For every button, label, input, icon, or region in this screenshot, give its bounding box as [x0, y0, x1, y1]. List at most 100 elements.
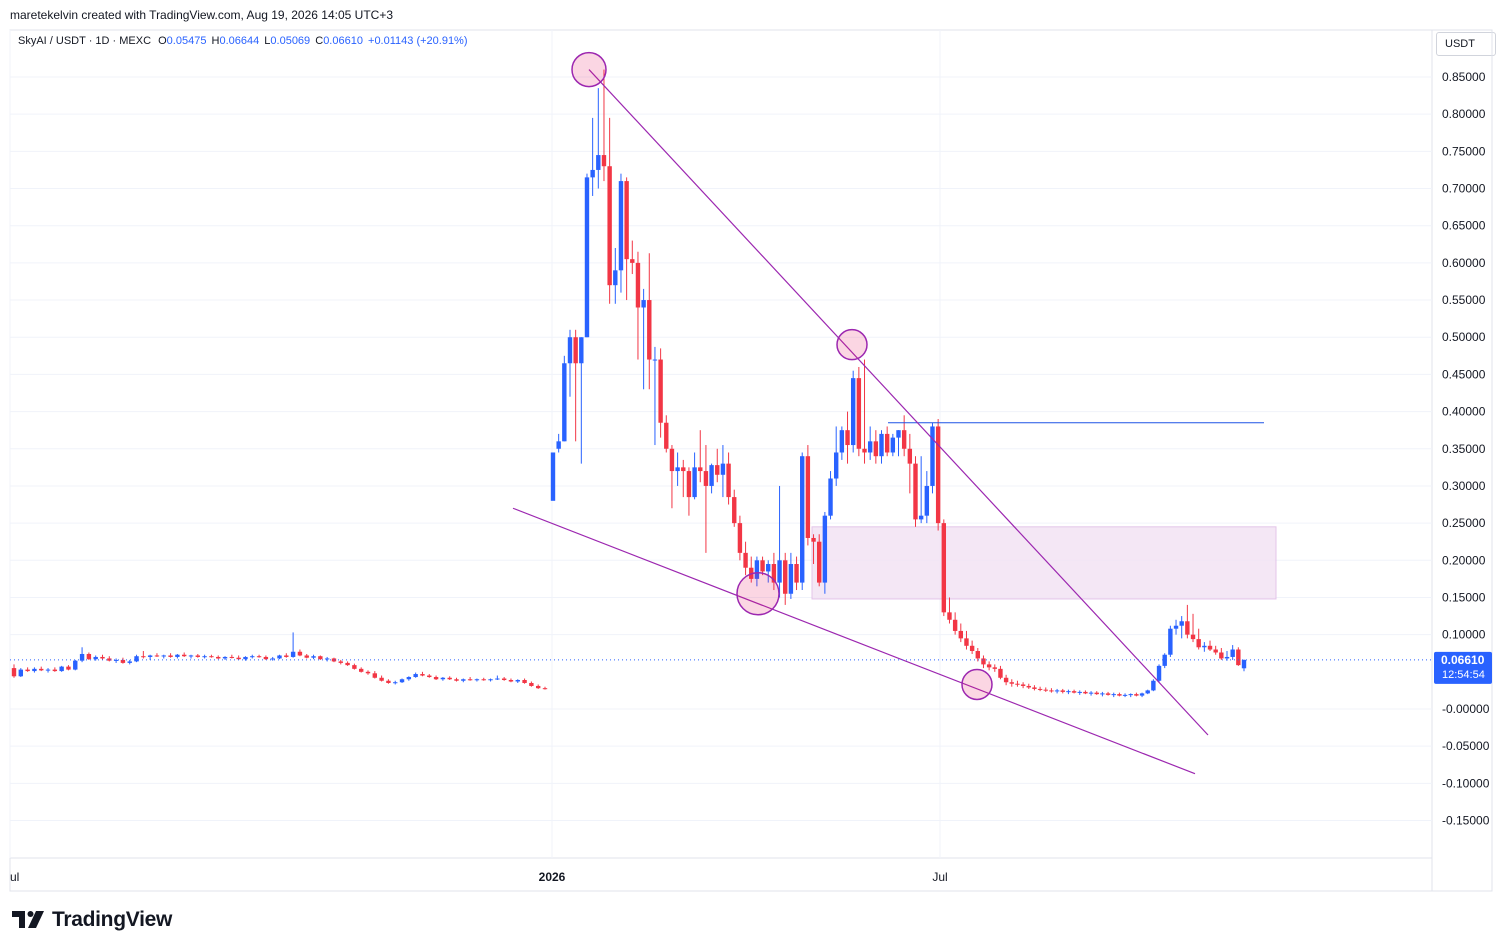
- candle-body: [1066, 691, 1071, 693]
- candle-body: [1173, 625, 1179, 629]
- candle: [1015, 680, 1020, 687]
- candle: [1134, 692, 1139, 697]
- candle-body: [964, 638, 969, 646]
- candle-body: [188, 655, 194, 657]
- candle: [147, 654, 153, 660]
- candle-body: [1162, 654, 1167, 666]
- candle: [25, 667, 30, 672]
- price-axis: 0.85000 0.80000 0.75000 0.70000 0.65000 0.600…: [1434, 70, 1492, 828]
- candle-body: [930, 426, 935, 486]
- brand-footer[interactable]: TradingView: [12, 908, 172, 932]
- candle: [1122, 693, 1128, 698]
- candle-body: [783, 560, 788, 594]
- candle: [771, 552, 777, 591]
- price-tick-label: 0.45000: [1442, 367, 1486, 381]
- candle: [1196, 628, 1201, 650]
- pivot-circle-marker: [961, 668, 993, 701]
- candle: [652, 346, 658, 446]
- candle: [11, 664, 17, 678]
- candle-body: [828, 478, 833, 516]
- candle: [1043, 687, 1048, 692]
- candle: [624, 177, 629, 301]
- candle: [86, 652, 92, 660]
- candle-body: [754, 560, 760, 579]
- candle: [924, 471, 930, 524]
- candle: [433, 675, 439, 681]
- candle-body: [550, 452, 556, 501]
- candle-body: [613, 270, 618, 286]
- candle-body: [771, 564, 777, 583]
- candle-body: [304, 655, 309, 658]
- candle-body: [1071, 691, 1077, 693]
- price-tick-label: -0.00000: [1442, 702, 1490, 716]
- candle-body: [800, 456, 805, 583]
- candle-body: [386, 680, 391, 683]
- candle-body: [675, 467, 680, 472]
- price-tick-label: 0.30000: [1442, 479, 1486, 493]
- candle-body: [1145, 690, 1150, 694]
- candle-body: [896, 430, 901, 438]
- candle: [120, 657, 126, 664]
- candle: [508, 678, 514, 683]
- candle: [331, 657, 337, 663]
- candle: [1219, 648, 1224, 660]
- candle-body: [907, 448, 913, 464]
- candle: [918, 456, 924, 524]
- candle: [1207, 640, 1213, 652]
- candle: [440, 677, 446, 681]
- grid-lines: [9, 29, 1493, 892]
- candle: [1060, 688, 1065, 694]
- candle: [641, 288, 646, 390]
- candle: [1054, 688, 1060, 694]
- chart-header: maretekelvin created with TradingView.co…: [10, 8, 393, 22]
- candle: [896, 430, 901, 457]
- candle: [1185, 604, 1190, 639]
- candle-body: [981, 658, 986, 665]
- candle: [488, 678, 493, 682]
- currency-selector[interactable]: USDT: [1436, 32, 1496, 56]
- candle: [828, 471, 833, 520]
- candle-body: [1241, 659, 1247, 669]
- candle-body: [924, 485, 930, 516]
- candle-body: [913, 463, 918, 520]
- candle: [817, 534, 822, 587]
- candle-body: [1083, 691, 1088, 694]
- candle: [760, 556, 765, 576]
- candle: [1094, 691, 1099, 695]
- candle: [800, 452, 805, 591]
- candle: [669, 445, 675, 509]
- candle-body: [454, 679, 459, 681]
- candle-body: [1151, 680, 1156, 691]
- candle-body: [805, 456, 811, 538]
- candle-body: [579, 337, 584, 364]
- candle-body: [1043, 689, 1048, 691]
- candle: [474, 678, 480, 682]
- price-chart[interactable]: 0.85000 0.80000 0.75000 0.70000 0.65000 0.600…: [0, 0, 1511, 900]
- candle-body: [508, 680, 514, 682]
- candle: [562, 355, 567, 442]
- brand-name: TradingView: [52, 908, 173, 931]
- candle: [873, 430, 879, 464]
- price-tick-label: 0.70000: [1442, 182, 1486, 196]
- candle: [879, 430, 884, 464]
- candle-body: [1111, 694, 1116, 696]
- candle-body: [522, 680, 527, 683]
- high-label: H: [211, 35, 220, 47]
- chart-frame: [9, 29, 1493, 892]
- candle-body: [515, 680, 520, 682]
- candle-body: [641, 300, 646, 308]
- candle-body: [256, 656, 262, 658]
- candle-body: [1128, 694, 1133, 696]
- candle: [1128, 693, 1133, 698]
- candle-body: [474, 679, 480, 681]
- close-value: 0.06610: [323, 35, 363, 47]
- candle-body: [1185, 621, 1190, 635]
- candle-body: [845, 430, 850, 446]
- candle-body: [66, 666, 71, 670]
- candle: [675, 452, 680, 486]
- candle: [766, 560, 771, 583]
- candle-body: [1117, 694, 1122, 696]
- candle-body: [822, 515, 828, 583]
- candle: [1009, 679, 1014, 687]
- candle: [324, 656, 330, 662]
